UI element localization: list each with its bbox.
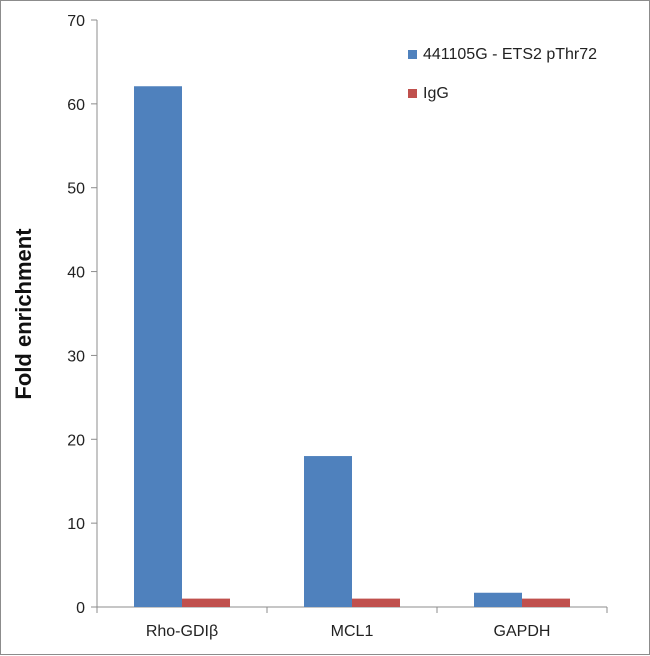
bar-ets2-0 [134,86,182,608]
y-tick-label: 20 [67,432,85,449]
bar-ets2-2 [474,592,522,607]
legend-swatch-1 [408,89,417,98]
bar-igg-0 [182,598,230,607]
y-tick-label: 60 [67,97,85,114]
axes: 0 10 20 30 40 50 60 70 Rho-GDIβ MCL1 GAPDH [67,13,608,640]
y-tick-label: 10 [67,516,85,533]
x-category-label: Rho-GDIβ [146,623,218,640]
y-tick-label: 40 [67,265,85,282]
y-tick-label: 30 [67,348,85,365]
x-category-label: MCL1 [331,623,374,640]
legend-swatch-0 [408,50,417,59]
bar-igg-2 [522,598,570,607]
bar-ets2-1 [304,456,352,607]
legend-entry-1: IgG [423,85,449,102]
bars [134,86,570,608]
y-tick-label: 50 [67,181,85,198]
y-axis-label: Fold enrichment [11,228,36,400]
x-category-label: GAPDH [494,623,551,640]
legend: 441105G - ETS2 pThr72 IgG [408,46,597,102]
legend-entry-0: 441105G - ETS2 pThr72 [423,46,597,63]
bar-igg-1 [352,598,400,607]
y-tick-label: 0 [76,600,85,617]
y-tick-label: 70 [67,13,85,30]
